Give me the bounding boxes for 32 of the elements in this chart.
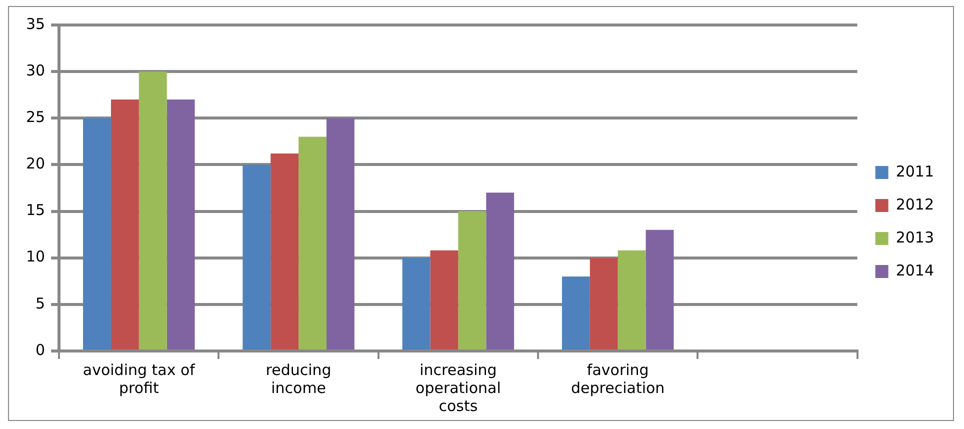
legend-label: 2013 [896,228,934,246]
bar [618,250,646,350]
bar [646,230,674,350]
y-tick-label: 20 [26,154,46,173]
bar [242,164,271,350]
legend-label: 2014 [896,261,934,280]
y-tick-label: 25 [26,108,46,126]
x-tick-label: favoring depreciation [571,360,665,397]
bar [402,258,430,350]
y-tick-label: 30 [26,61,46,80]
bar [110,100,139,350]
bar [562,276,590,350]
y-tick-label: 0 [36,340,46,359]
x-tick-label: reducing income [266,360,332,397]
bar [83,118,111,350]
legend-label: 2012 [896,195,934,214]
y-tick-label: 10 [26,248,46,266]
bar [298,136,326,350]
bar [270,154,299,350]
x-tick-label: increasing operational costs [416,360,501,415]
legend-label: 2011 [896,162,934,180]
x-tick-label: avoiding tax of profit [82,360,196,397]
bar [458,211,486,350]
y-tick-label: 15 [26,201,46,220]
bar [326,118,354,350]
bar [486,192,514,350]
bar [138,72,167,350]
y-tick-label: 5 [36,294,46,312]
bar [430,250,458,350]
y-tick-label: 35 [26,14,46,33]
bar [590,258,618,350]
bar [166,100,195,350]
